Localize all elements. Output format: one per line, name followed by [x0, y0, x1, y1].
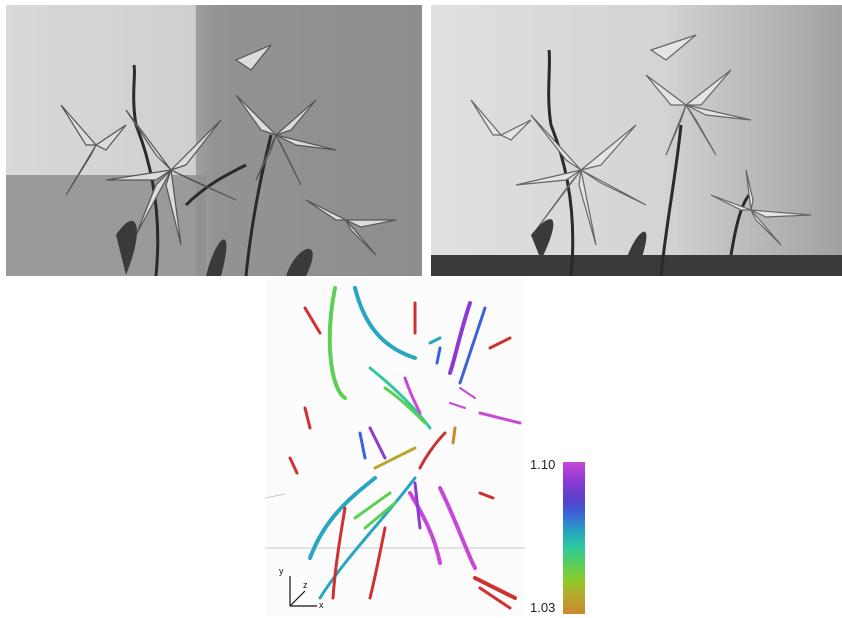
edge-segment	[331, 506, 347, 600]
edge-segment	[413, 481, 422, 530]
edge-segment	[448, 301, 472, 375]
edge-segment	[435, 346, 442, 365]
colorbar-max-label: 1.10	[530, 457, 556, 472]
reconstruction-plot: y x z	[265, 278, 525, 616]
edge-segment	[308, 476, 377, 560]
edge-segment	[368, 426, 387, 460]
edge-segments	[288, 286, 522, 610]
colorbar-gradient	[563, 462, 585, 614]
edge-segment	[449, 402, 466, 409]
edge-segment	[383, 386, 427, 425]
edge-segment	[353, 286, 417, 360]
edge-segment	[288, 456, 299, 475]
left-lily-photo	[6, 5, 422, 276]
edge-segment	[303, 406, 312, 430]
edge-segment	[403, 376, 422, 415]
colorbar-min-label: 1.03	[530, 600, 556, 615]
edge-segment	[488, 336, 512, 350]
edge-segment	[478, 411, 522, 425]
edge-segment	[478, 586, 512, 610]
right-lily-photo	[431, 5, 842, 276]
edge-segment	[459, 387, 476, 399]
edge-segment	[451, 426, 457, 445]
edge-segment	[373, 446, 417, 470]
axis-y-label: y	[279, 566, 284, 576]
edge-segment	[318, 476, 417, 600]
edge-segment	[303, 306, 322, 335]
edge-segment	[458, 306, 487, 385]
axis-z-label: z	[303, 580, 308, 590]
axis-x-label: x	[319, 600, 324, 610]
edge-segment	[408, 491, 442, 565]
edge-segment	[353, 491, 392, 520]
edge-segment	[438, 486, 477, 570]
colorbar: 1.10 1.03	[530, 455, 610, 615]
edge-segment	[428, 336, 442, 345]
edge-segment	[363, 501, 397, 530]
edge-segment	[478, 491, 495, 500]
edge-segment	[473, 576, 517, 600]
edge-segment	[327, 286, 347, 400]
edge-segment	[418, 431, 447, 470]
reconstruction-canvas: y x z	[265, 286, 525, 610]
edge-segment	[368, 526, 387, 600]
edge-segment	[358, 431, 367, 460]
right-lily-drawing	[431, 5, 842, 276]
horizon-line	[265, 493, 286, 499]
left-lily-drawing	[6, 5, 422, 276]
axis-triad: y x z	[279, 566, 324, 610]
